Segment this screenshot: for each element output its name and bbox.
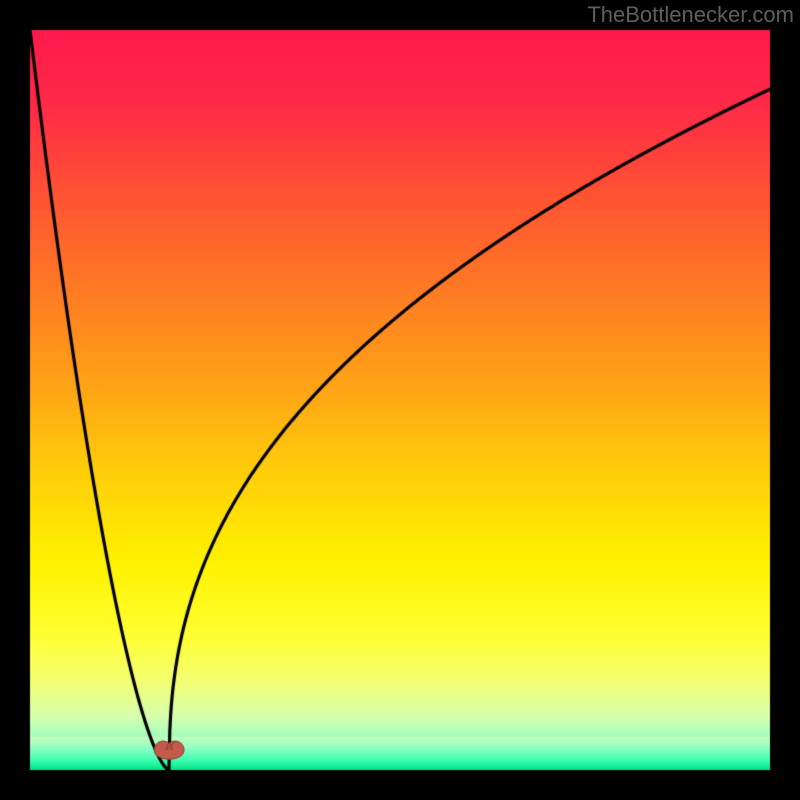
chart-container: TheBottlenecker.com bbox=[0, 0, 800, 800]
watermark-text: TheBottlenecker.com bbox=[587, 2, 794, 28]
bottleneck-chart-canvas bbox=[0, 0, 800, 800]
